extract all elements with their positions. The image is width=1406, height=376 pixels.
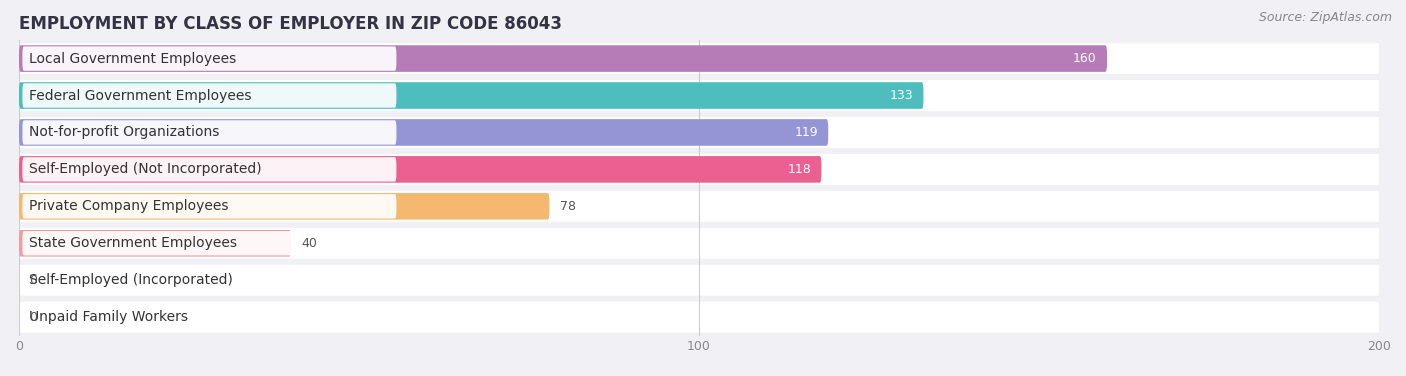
FancyBboxPatch shape (20, 193, 550, 220)
Text: Self-Employed (Incorporated): Self-Employed (Incorporated) (30, 273, 233, 287)
FancyBboxPatch shape (20, 82, 924, 109)
Text: 119: 119 (794, 126, 818, 139)
Text: 133: 133 (890, 89, 914, 102)
FancyBboxPatch shape (20, 156, 821, 183)
FancyBboxPatch shape (22, 305, 396, 329)
FancyBboxPatch shape (22, 268, 396, 293)
FancyBboxPatch shape (20, 80, 1379, 111)
FancyBboxPatch shape (22, 46, 396, 71)
FancyBboxPatch shape (22, 157, 396, 182)
Text: Private Company Employees: Private Company Employees (30, 199, 229, 213)
Text: 0: 0 (30, 274, 37, 287)
Text: 118: 118 (787, 163, 811, 176)
FancyBboxPatch shape (20, 228, 1379, 259)
Text: Federal Government Employees: Federal Government Employees (30, 88, 252, 103)
FancyBboxPatch shape (20, 265, 1379, 296)
FancyBboxPatch shape (22, 194, 396, 218)
Text: State Government Employees: State Government Employees (30, 236, 238, 250)
FancyBboxPatch shape (20, 302, 1379, 333)
Text: Source: ZipAtlas.com: Source: ZipAtlas.com (1258, 11, 1392, 24)
FancyBboxPatch shape (22, 83, 396, 108)
Text: 160: 160 (1073, 52, 1097, 65)
Text: EMPLOYMENT BY CLASS OF EMPLOYER IN ZIP CODE 86043: EMPLOYMENT BY CLASS OF EMPLOYER IN ZIP C… (20, 15, 562, 33)
Text: Not-for-profit Organizations: Not-for-profit Organizations (30, 126, 219, 139)
FancyBboxPatch shape (20, 43, 1379, 74)
Text: Self-Employed (Not Incorporated): Self-Employed (Not Incorporated) (30, 162, 262, 176)
FancyBboxPatch shape (22, 120, 396, 145)
Text: 78: 78 (560, 200, 575, 213)
Text: 40: 40 (301, 237, 318, 250)
Text: 0: 0 (30, 311, 37, 324)
FancyBboxPatch shape (20, 191, 1379, 222)
FancyBboxPatch shape (20, 45, 1107, 72)
FancyBboxPatch shape (22, 231, 396, 255)
FancyBboxPatch shape (20, 230, 291, 256)
FancyBboxPatch shape (20, 154, 1379, 185)
FancyBboxPatch shape (20, 119, 828, 146)
Text: Unpaid Family Workers: Unpaid Family Workers (30, 310, 188, 324)
Text: Local Government Employees: Local Government Employees (30, 52, 236, 65)
FancyBboxPatch shape (20, 117, 1379, 148)
